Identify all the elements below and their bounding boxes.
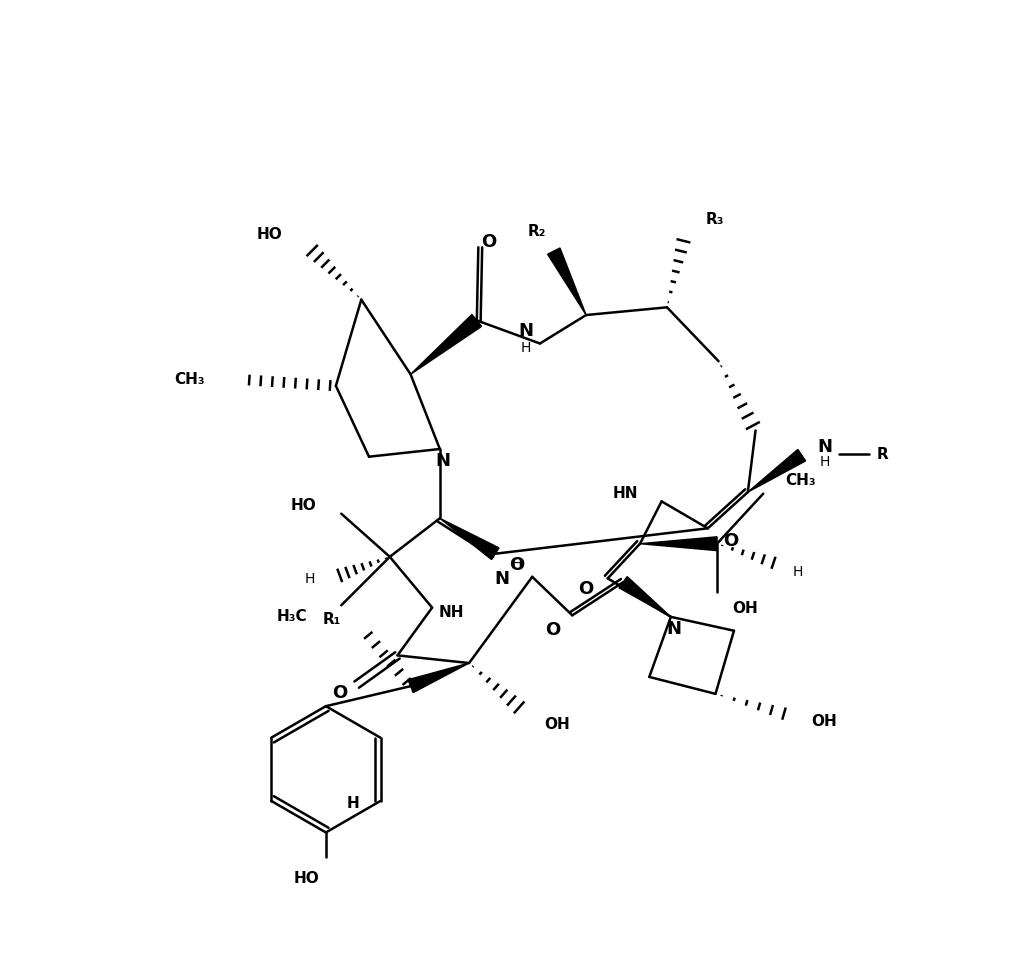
Text: OH: OH — [544, 716, 570, 731]
Text: N: N — [494, 570, 509, 588]
Text: H: H — [346, 795, 359, 810]
Text: H: H — [512, 556, 522, 571]
Text: HO: HO — [291, 497, 316, 512]
Text: CH₃: CH₃ — [785, 473, 816, 488]
Text: HO: HO — [256, 227, 282, 241]
Text: OH: OH — [811, 713, 837, 729]
Text: HO: HO — [294, 870, 320, 885]
Polygon shape — [548, 249, 586, 316]
Text: H: H — [305, 572, 315, 586]
Text: N: N — [519, 321, 534, 339]
Text: O: O — [509, 556, 524, 573]
Text: H: H — [792, 564, 802, 578]
Text: HN: HN — [613, 486, 639, 500]
Polygon shape — [408, 663, 469, 693]
Text: H: H — [820, 455, 830, 469]
Polygon shape — [619, 577, 671, 617]
Text: R₂: R₂ — [527, 224, 546, 238]
Text: R: R — [877, 446, 888, 462]
Text: O: O — [482, 233, 496, 251]
Text: H₃C: H₃C — [277, 609, 307, 623]
Text: O: O — [332, 684, 347, 701]
Polygon shape — [439, 519, 499, 560]
Text: R₃: R₃ — [705, 211, 724, 227]
Text: N: N — [817, 438, 832, 455]
Polygon shape — [410, 316, 482, 375]
Text: OH: OH — [732, 601, 758, 616]
Text: O: O — [578, 579, 594, 597]
Text: H: H — [521, 340, 531, 355]
Polygon shape — [640, 537, 717, 551]
Text: O: O — [723, 531, 738, 549]
Text: CH₃: CH₃ — [175, 371, 205, 386]
Text: R₁: R₁ — [323, 612, 341, 626]
Text: N: N — [435, 451, 451, 469]
Polygon shape — [748, 450, 805, 492]
Text: O: O — [545, 620, 560, 639]
Text: N: N — [667, 619, 681, 637]
Text: NH: NH — [438, 605, 464, 619]
